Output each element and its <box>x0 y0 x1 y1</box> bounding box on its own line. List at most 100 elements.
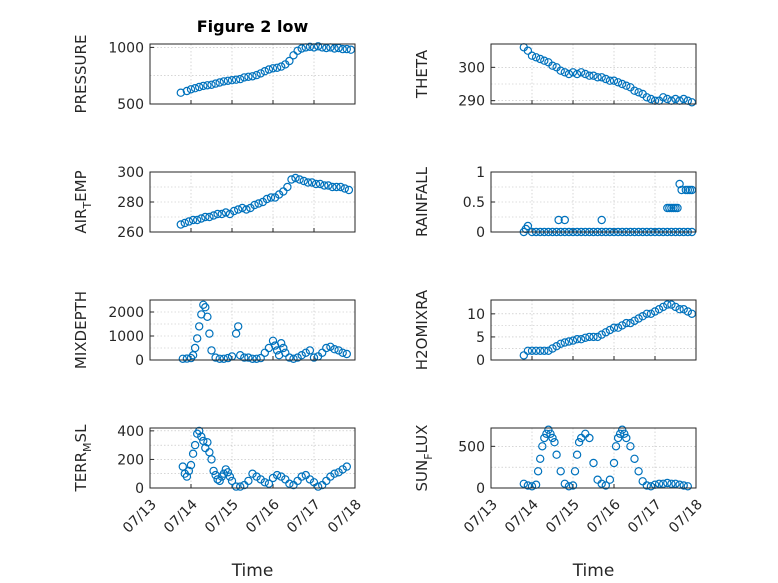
data-point <box>217 209 226 219</box>
x-tick-label: 07/13 <box>120 497 160 537</box>
data-point <box>277 62 286 71</box>
data-point <box>315 179 325 189</box>
data-point <box>211 470 220 480</box>
data-point <box>671 479 680 488</box>
data-point <box>536 54 545 64</box>
y-tick-label: 10 <box>467 307 485 323</box>
data-point <box>572 335 582 344</box>
data-point <box>671 302 680 312</box>
data-point <box>601 328 611 337</box>
data-point <box>613 78 623 87</box>
y-axis-label-part: F <box>422 453 435 459</box>
data-point <box>650 307 660 316</box>
data-point <box>313 42 323 51</box>
data-point <box>285 353 294 362</box>
data-point <box>601 74 611 84</box>
data-point <box>205 329 214 338</box>
x-tick-label: 07/16 <box>243 497 283 537</box>
data-point <box>577 335 586 344</box>
plot-frame <box>490 171 697 233</box>
data-point <box>227 75 237 85</box>
data-point <box>556 467 565 476</box>
data-point <box>186 460 196 470</box>
data-point <box>671 94 680 104</box>
data-point <box>207 346 216 355</box>
data-point <box>548 61 557 70</box>
data-point <box>268 336 278 345</box>
data-point <box>231 482 241 491</box>
data-point <box>219 354 228 363</box>
y-tick-label: 290 <box>458 94 485 110</box>
subplot-h2omixra: 0 5 10 H2OMIXRA <box>413 289 697 370</box>
data-point <box>322 343 331 353</box>
data-point <box>305 346 315 355</box>
data-point <box>615 429 625 438</box>
data-point <box>254 199 263 208</box>
data-point <box>601 481 611 490</box>
data-point <box>227 476 237 486</box>
y-axis-label-part: T <box>81 202 94 210</box>
data-point <box>283 182 292 192</box>
data-point <box>531 346 541 355</box>
data-point <box>297 472 306 481</box>
data-point <box>293 46 302 56</box>
data-point <box>287 175 296 184</box>
data-point <box>340 184 349 193</box>
data-point <box>188 215 198 225</box>
data-point <box>190 440 200 450</box>
data-point <box>334 346 343 355</box>
data-point <box>223 468 233 477</box>
y-axis-label-part: M <box>81 442 94 452</box>
y-axis-label: PRESSURE <box>72 35 90 114</box>
data-point <box>597 215 606 225</box>
data-point <box>630 454 639 463</box>
data-point <box>523 481 533 490</box>
data-point <box>289 354 298 363</box>
data-point <box>574 438 584 447</box>
data-point <box>260 66 269 76</box>
data-point <box>215 354 224 363</box>
data-point <box>182 86 192 96</box>
plot-frame <box>490 427 697 489</box>
data-point <box>589 332 598 342</box>
data-point <box>626 318 635 328</box>
y-axis-label-part: LUX <box>413 425 431 454</box>
data-point <box>205 212 214 222</box>
plot-area <box>490 299 697 361</box>
data-point <box>560 215 570 225</box>
data-point <box>272 63 282 73</box>
data-point <box>235 482 245 491</box>
y-axis-label: AIRTEMP <box>72 170 94 233</box>
data-point <box>597 479 606 488</box>
data-point <box>211 79 220 88</box>
data-point <box>634 88 643 97</box>
data-point <box>184 466 194 476</box>
data-point <box>634 467 643 476</box>
data-point <box>663 300 672 309</box>
y-tick-label: 1000 <box>108 40 144 56</box>
data-point <box>324 181 333 190</box>
data-point <box>585 71 594 80</box>
data-point <box>581 333 590 342</box>
subplot-terr_msl: 0 200 400 TERRMSL 07/13 07/14 07/15 07/16 07/17 0… <box>72 424 365 581</box>
subplot-pressure: 500 1000 PRESSURE <box>72 35 356 114</box>
figure-title: Figure 2 low <box>197 17 309 36</box>
data-point <box>262 194 272 204</box>
subplot-theta: 290 300 THETA <box>413 43 697 110</box>
y-axis-label-part: SL <box>72 424 90 443</box>
subplot-air_temp: 260 280 300 AIRTEMP <box>72 165 356 241</box>
data-point <box>291 173 300 183</box>
x-tick-label: 07/14 <box>502 497 542 537</box>
data-point <box>675 179 684 189</box>
y-tick-label: 200 <box>117 452 144 468</box>
data-point <box>326 342 335 351</box>
y-tick-label: 0 <box>476 353 485 369</box>
subplot-sun_flux: 0 500 SUNFLUX 07/13 07/14 07/15 07/16 07/17 07/1… <box>413 425 706 581</box>
data-point <box>577 68 586 77</box>
plot-frame <box>149 171 356 233</box>
y-tick-label: 0 <box>135 353 144 369</box>
data-point <box>542 429 551 438</box>
data-point <box>194 426 204 436</box>
data-point <box>589 458 598 468</box>
